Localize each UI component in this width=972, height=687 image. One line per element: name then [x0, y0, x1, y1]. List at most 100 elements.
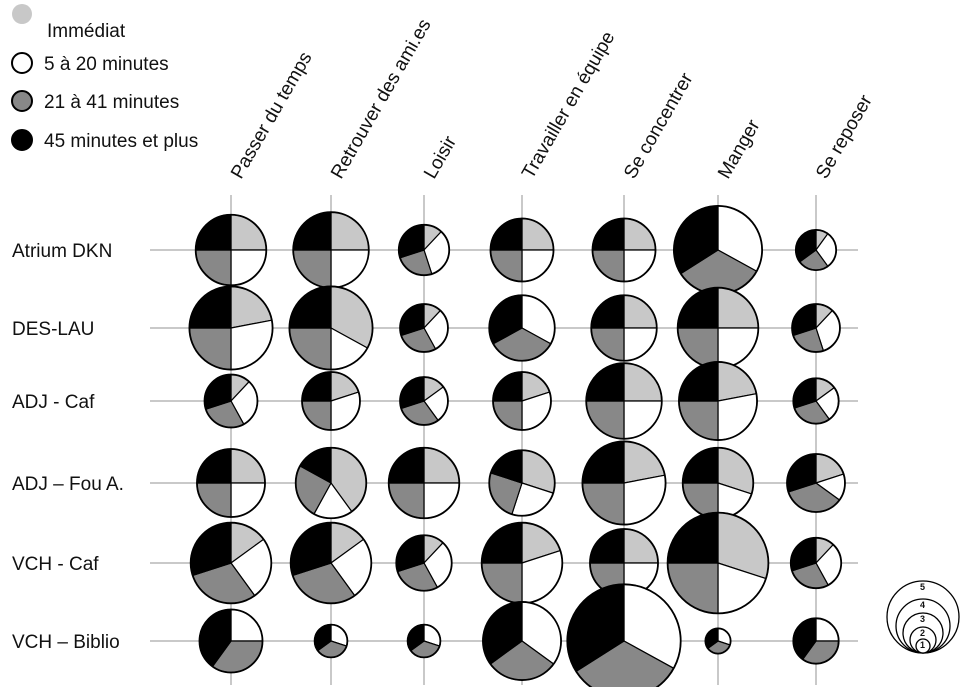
pie-cell	[292, 211, 370, 289]
legend: Immédiat 5 à 20 minutes 21 à 41 minutes 45 …	[11, 4, 198, 152]
pie-cell	[792, 377, 840, 425]
pie-slice	[230, 319, 274, 371]
pie-outline	[313, 623, 349, 659]
size-scale-label: 1	[920, 640, 925, 650]
pie-outline	[581, 440, 667, 526]
pie-cell	[294, 446, 368, 520]
pie-cell	[591, 217, 657, 283]
size-scale-label: 2	[920, 628, 925, 638]
pie-outline	[406, 623, 442, 659]
row-label: ADJ - Caf	[12, 392, 95, 413]
pie-slice	[717, 393, 758, 441]
size-scale-label: 5	[920, 582, 925, 592]
pie-cells	[188, 204, 846, 687]
pie-cell	[188, 285, 274, 371]
pie-cell	[678, 361, 758, 441]
size-scale-key: 1 2 3 4 5	[886, 580, 960, 654]
legend-swatch	[11, 52, 33, 74]
pie-outline	[482, 601, 562, 681]
size-scale-label: 4	[920, 600, 925, 610]
pie-outline	[301, 371, 361, 431]
column-label: Manger	[714, 116, 765, 183]
pie-outline	[488, 294, 556, 362]
column-label: Travailler en équipe	[518, 28, 619, 182]
pie-cell	[789, 536, 843, 590]
pie-outline	[196, 448, 266, 518]
pie-outline	[566, 583, 682, 687]
pie-cell	[480, 521, 564, 605]
pie-cell	[581, 440, 667, 526]
pie-outline	[289, 521, 373, 605]
size-scale-circle	[915, 638, 931, 654]
pie-outline	[188, 285, 274, 371]
pie-cell	[289, 521, 373, 605]
legend-swatch	[12, 4, 32, 24]
row-label: Atrium DKN	[12, 241, 112, 262]
row-label: VCH - Caf	[12, 554, 99, 575]
pie-outline	[794, 228, 838, 272]
pie-cell	[313, 623, 349, 659]
column-label: Loisir	[420, 132, 461, 182]
column-labels: Passer du temps Retrouver des ami.esLoisi…	[227, 16, 877, 183]
row-label: VCH – Biblio	[12, 632, 120, 653]
legend-entry-label: 5 à 20 minutes	[44, 54, 169, 75]
pie-cell	[666, 511, 770, 615]
row-label: ADJ – Fou A.	[12, 474, 124, 495]
legend-entry-label: Immédiat	[47, 21, 126, 42]
pie-outline	[194, 213, 268, 287]
row-label: DES-LAU	[12, 319, 94, 340]
pie-outline	[704, 627, 732, 655]
pie-outline	[387, 446, 461, 520]
pie-cell	[397, 223, 451, 277]
pie-cell	[585, 362, 663, 440]
pie-cell	[399, 303, 449, 353]
pie-outline	[591, 217, 657, 283]
pie-cell	[704, 627, 732, 655]
pie-outline	[399, 376, 449, 426]
pie-cell	[673, 204, 764, 295]
pie-cell	[196, 448, 266, 518]
pie-outline	[585, 362, 663, 440]
pie-cell	[791, 303, 841, 353]
pie-outline	[792, 617, 840, 665]
column-label: Se reposer	[812, 91, 877, 183]
pie-cell	[482, 601, 562, 681]
pie-outline	[786, 453, 846, 513]
pie-cell	[288, 285, 374, 371]
pie-outline	[488, 449, 556, 517]
pie-cell	[194, 213, 268, 287]
pie-outline	[492, 371, 552, 431]
legend-swatch	[11, 129, 33, 151]
pie-outline	[397, 223, 451, 277]
pie-cell	[406, 623, 442, 659]
column-label: Retrouver des ami.es	[327, 16, 435, 183]
legend-entry-label: 45 minutes et plus	[44, 131, 198, 152]
pie-outline	[789, 536, 843, 590]
pie-cell	[203, 373, 259, 429]
pie-cell	[489, 217, 555, 283]
pie-outline	[590, 294, 658, 362]
pie-slice	[623, 474, 667, 526]
pie-cell	[488, 449, 556, 517]
pie-cell	[681, 446, 755, 520]
pie-outline	[395, 534, 453, 592]
row-labels: Atrium DKN DES-LAU ADJ - Caf ADJ – Fou A. VC…	[12, 241, 124, 653]
size-scale-label: 3	[920, 614, 925, 624]
pie-cell	[301, 371, 361, 431]
pie-cell	[590, 294, 658, 362]
pie-outline	[399, 303, 449, 353]
pie-cell	[794, 228, 838, 272]
pie-outline	[294, 446, 368, 520]
pie-cell	[488, 294, 556, 362]
legend-swatch	[11, 90, 33, 112]
pie-cell	[395, 534, 453, 592]
pie-outline	[678, 361, 758, 441]
pie-outline	[288, 285, 374, 371]
pie-cell	[492, 371, 552, 431]
pie-cell	[786, 453, 846, 513]
pie-cell	[566, 583, 682, 687]
pie-outline	[203, 373, 259, 429]
pie-outline	[666, 511, 770, 615]
column-label: Se concentrer	[620, 69, 698, 183]
